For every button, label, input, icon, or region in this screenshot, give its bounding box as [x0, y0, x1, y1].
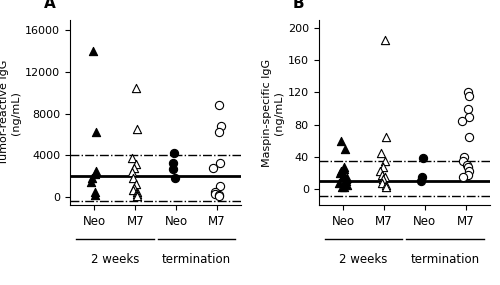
Point [341, 146, 349, 151]
Point [133, 127, 141, 131]
Point [335, 180, 343, 185]
Point [211, 190, 219, 194]
Point [132, 161, 140, 166]
Point [215, 103, 223, 107]
Point [343, 183, 351, 187]
Point [215, 192, 223, 197]
Point [336, 171, 344, 175]
Point [338, 139, 345, 143]
Point [216, 130, 224, 135]
Point [170, 176, 178, 180]
Point [418, 156, 426, 161]
Text: 2 weeks: 2 weeks [90, 253, 139, 266]
Point [342, 177, 350, 182]
Point [209, 166, 217, 170]
Point [458, 118, 466, 123]
Point [338, 184, 346, 189]
Point [378, 177, 386, 182]
Point [340, 164, 348, 169]
Point [460, 159, 468, 163]
Text: termination: termination [410, 253, 480, 266]
Point [464, 135, 472, 139]
Point [91, 172, 99, 176]
Point [382, 135, 390, 139]
Point [133, 194, 141, 198]
Point [464, 106, 472, 111]
Point [130, 185, 138, 190]
Point [90, 192, 98, 197]
Text: B: B [293, 0, 304, 11]
Point [169, 160, 177, 165]
Point [92, 168, 100, 173]
Point [337, 169, 345, 174]
Point [134, 190, 141, 194]
Point [92, 130, 100, 135]
Text: A: A [44, 0, 56, 11]
Point [377, 150, 385, 155]
Point [216, 160, 224, 165]
Point [340, 185, 347, 190]
Point [418, 175, 426, 179]
Point [133, 192, 141, 196]
Point [216, 184, 224, 189]
Text: 2 weeks: 2 weeks [340, 253, 388, 266]
Point [381, 38, 389, 42]
Point [466, 169, 473, 174]
Point [465, 114, 473, 119]
Point [130, 187, 138, 192]
Point [464, 172, 472, 177]
Point [132, 85, 140, 90]
Point [382, 185, 390, 190]
Point [92, 190, 100, 194]
Point [340, 172, 348, 177]
Point [88, 176, 96, 180]
Point [339, 174, 347, 178]
Point [378, 180, 386, 185]
Y-axis label: Maspin-specific IgG
(ng/mL): Maspin-specific IgG (ng/mL) [262, 58, 283, 167]
Point [211, 192, 219, 196]
Point [460, 154, 468, 159]
Point [215, 194, 223, 198]
Point [130, 166, 138, 170]
Point [340, 167, 347, 171]
Point [88, 180, 96, 185]
Point [170, 151, 178, 155]
Point [342, 179, 349, 183]
Y-axis label: Tumor-reactive IgG
(ng/mL): Tumor-reactive IgG (ng/mL) [0, 60, 21, 165]
Point [128, 156, 136, 161]
Point [88, 49, 96, 54]
Point [130, 176, 138, 180]
Point [379, 164, 387, 169]
Point [376, 169, 384, 174]
Point [464, 164, 471, 169]
Point [465, 94, 473, 99]
Point [128, 170, 136, 174]
Point [464, 90, 471, 95]
Point [464, 163, 471, 167]
Point [169, 166, 177, 171]
Text: termination: termination [162, 253, 231, 266]
Point [132, 182, 140, 187]
Point [418, 179, 426, 183]
Point [382, 183, 390, 187]
Point [381, 175, 389, 179]
Point [216, 124, 224, 128]
Point [380, 159, 388, 163]
Point [342, 176, 350, 180]
Point [378, 172, 386, 177]
Point [459, 175, 467, 179]
